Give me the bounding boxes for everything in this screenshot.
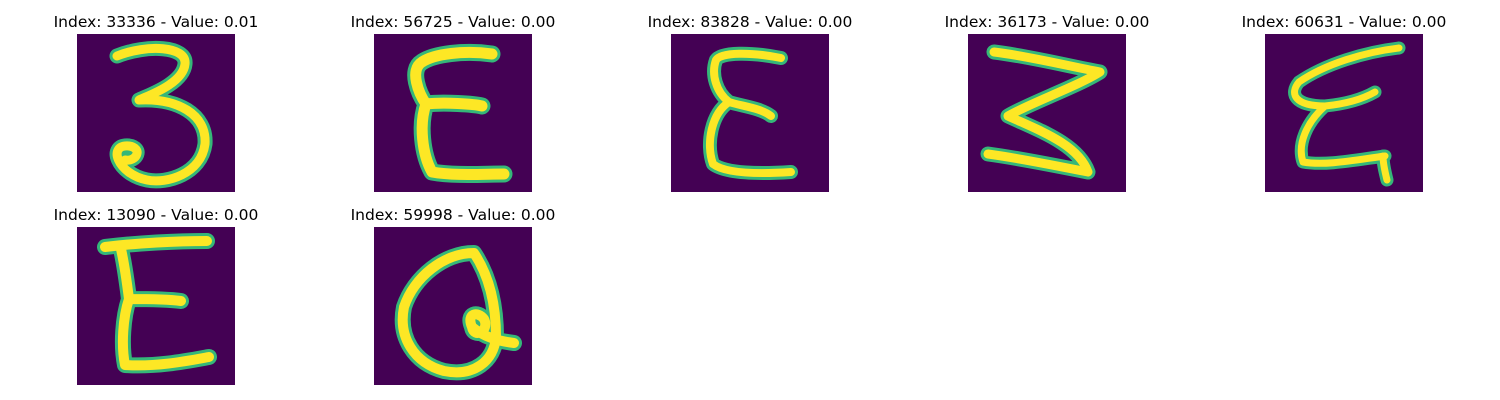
panel-2: Index: 56725 - Value: 0.00 bbox=[333, 12, 633, 202]
panel-3: Index: 83828 - Value: 0.00 bbox=[630, 12, 930, 202]
panel-title: Index: 33336 - Value: 0.01 bbox=[53, 13, 259, 31]
panel-title: Index: 36173 - Value: 0.00 bbox=[944, 13, 1150, 31]
digit-image bbox=[374, 227, 532, 385]
handwritten-E-image bbox=[1288, 41, 1406, 187]
digit-image bbox=[374, 34, 532, 192]
digit-image bbox=[1265, 34, 1423, 192]
panel-1: Index: 33336 - Value: 0.01 bbox=[36, 12, 336, 202]
panel-title: Index: 83828 - Value: 0.00 bbox=[647, 13, 853, 31]
handwritten-3-image bbox=[109, 40, 213, 189]
panel-title: Index: 60631 - Value: 0.00 bbox=[1241, 13, 1447, 31]
panel-4: Index: 36173 - Value: 0.00 bbox=[927, 12, 1227, 202]
digit-image bbox=[77, 34, 235, 192]
handwritten-E-image bbox=[97, 233, 217, 374]
panel-title: Index: 59998 - Value: 0.00 bbox=[350, 206, 556, 224]
digit-image bbox=[671, 34, 829, 192]
handwritten-Q-image bbox=[394, 245, 522, 381]
handwritten-E-image bbox=[703, 46, 798, 181]
digit-image bbox=[77, 227, 235, 385]
digit-image bbox=[968, 34, 1126, 192]
panel-7: Index: 59998 - Value: 0.00 bbox=[333, 205, 633, 395]
panel-title: Index: 13090 - Value: 0.00 bbox=[53, 206, 259, 224]
handwritten-Z-image bbox=[980, 44, 1108, 180]
panel-6: Index: 13090 - Value: 0.00 bbox=[36, 205, 336, 395]
panel-5: Index: 60631 - Value: 0.00 bbox=[1224, 12, 1500, 202]
panel-title: Index: 56725 - Value: 0.00 bbox=[350, 13, 556, 31]
handwritten-E-image bbox=[407, 43, 513, 183]
